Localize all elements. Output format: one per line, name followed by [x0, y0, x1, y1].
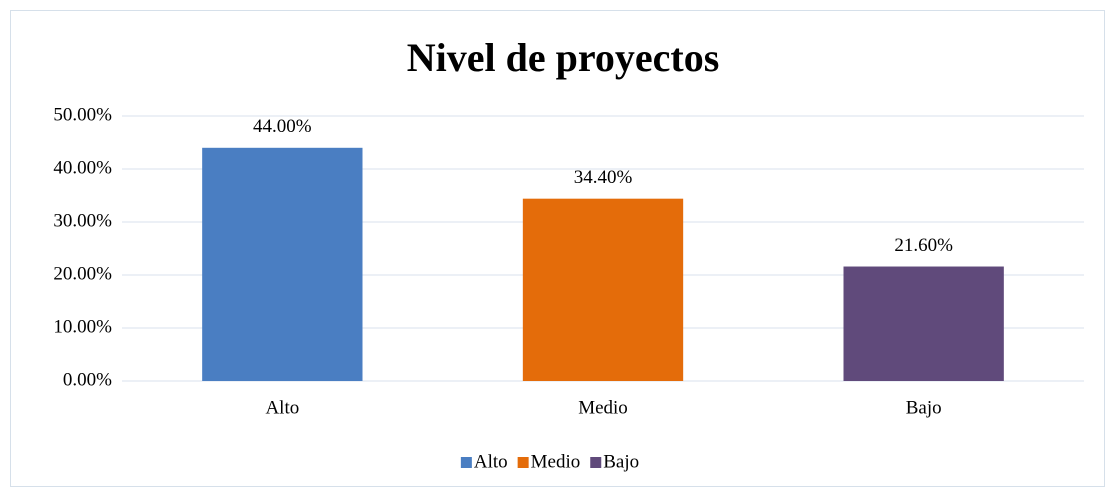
legend-swatch	[517, 457, 529, 468]
legend-label: Medio	[531, 451, 581, 472]
y-tick-label: 10.00%	[53, 316, 112, 337]
x-tick-label: Alto	[265, 397, 299, 418]
data-label: 34.40%	[574, 167, 633, 188]
x-tick-label: Medio	[578, 397, 628, 418]
y-tick-label: 0.00%	[63, 369, 112, 390]
legend-label: Bajo	[603, 451, 639, 472]
y-tick-label: 50.00%	[53, 104, 112, 125]
y-tick-label: 20.00%	[53, 263, 112, 284]
data-label: 21.60%	[894, 235, 953, 256]
legend-swatch	[460, 457, 472, 468]
data-label: 44.00%	[253, 116, 312, 137]
bar	[843, 266, 1004, 381]
y-tick-label: 40.00%	[53, 157, 112, 178]
bar	[202, 147, 363, 381]
chart-title: Nivel de proyectos	[407, 35, 720, 80]
bar	[522, 198, 684, 381]
legend-swatch	[590, 457, 602, 468]
y-tick-label: 30.00%	[53, 210, 112, 231]
legend-label: Alto	[474, 451, 508, 472]
x-tick-label: Bajo	[906, 397, 942, 418]
